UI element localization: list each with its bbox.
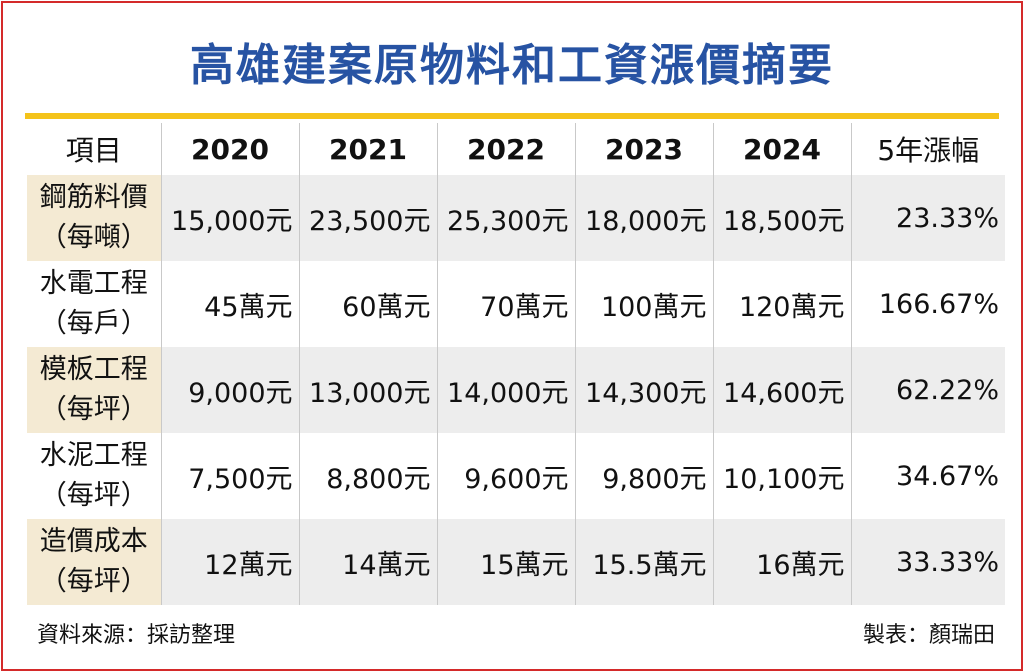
header-2024: 2024 [712,123,851,175]
row-item-name: 鋼筋料價 [39,182,148,213]
growth-cell: 33.33% [850,519,1005,605]
header-2021: 2021 [298,123,437,175]
row-item-name: 模板工程 [39,354,148,385]
growth-cell: 23.33% [850,175,1005,261]
chart-title: 高雄建案原物料和工資漲價摘要 [190,40,834,91]
row-item-name: 水電工程 [39,268,148,299]
header-item: 項目 [65,134,122,167]
table-row: 鋼筋料價 （每噸） 15,000元 23,500元 25,300元 18,000… [27,175,1005,261]
table-cell: 23,500元 [298,175,437,261]
growth-cell: 62.22% [850,347,1005,433]
row-item-unit: （每坪） [39,566,148,597]
credit-note: 製表：顏瑞田 [862,623,995,648]
table-cell: 10,100元 [712,433,851,519]
table-row: 水泥工程 （每坪） 7,500元 8,800元 9,600元 9,800元 10… [27,433,1005,519]
table-cell: 14,000元 [436,347,575,433]
table-cell: 13,000元 [298,347,437,433]
row-label: 水泥工程 （每坪） [27,433,161,519]
table-cell: 25,300元 [436,175,575,261]
header-2023: 2023 [574,123,713,175]
table-cell: 14,600元 [712,347,851,433]
row-item-name: 造價成本 [39,526,148,557]
table-row: 水電工程 （每戶） 45萬元 60萬元 70萬元 100萬元 120萬元 166… [27,261,1005,347]
table-cell: 60萬元 [298,261,437,347]
header-2022: 2022 [436,123,575,175]
table-row: 模板工程 （每坪） 9,000元 13,000元 14,000元 14,300元… [27,347,1005,433]
row-item-name: 水泥工程 [39,440,148,471]
table-cell: 14萬元 [298,519,437,605]
source-note: 資料來源：採訪整理 [37,623,236,648]
table-cell: 15.5萬元 [574,519,713,605]
growth-cell: 34.67% [850,433,1005,519]
row-item-unit: （每戶） [39,308,148,339]
header-2020: 2020 [160,123,299,175]
header-row: 項目 2020 2021 2022 2023 2024 5年漲幅 [27,123,1005,175]
table-cell: 70萬元 [436,261,575,347]
table-cell: 15,000元 [160,175,299,261]
row-label: 模板工程 （每坪） [27,347,161,433]
row-item-unit: （每噸） [39,222,148,253]
row-label: 水電工程 （每戶） [27,261,161,347]
row-label: 造價成本 （每坪） [27,519,161,605]
price-summary-table: 項目 2020 2021 2022 2023 2024 5年漲幅 鋼筋料價 （每… [27,123,1005,605]
table-cell: 12萬元 [160,519,299,605]
growth-cell: 166.67% [850,261,1005,347]
table-cell: 8,800元 [298,433,437,519]
table-cell: 9,000元 [160,347,299,433]
row-item-unit: （每坪） [39,394,148,425]
title-underline [25,113,999,119]
table-cell: 9,600元 [436,433,575,519]
header-5yr-growth: 5年漲幅 [850,123,1005,175]
table-cell: 14,300元 [574,347,713,433]
table-row: 造價成本 （每坪） 12萬元 14萬元 15萬元 15.5萬元 16萬元 33.… [27,519,1005,605]
table-cell: 16萬元 [712,519,851,605]
table-cell: 7,500元 [160,433,299,519]
table-cell: 9,800元 [574,433,713,519]
row-item-unit: （每坪） [39,480,148,511]
table-cell: 18,000元 [574,175,713,261]
table-cell: 18,500元 [712,175,851,261]
table-cell: 15萬元 [436,519,575,605]
table-cell: 100萬元 [574,261,713,347]
table-cell: 45萬元 [160,261,299,347]
table-cell: 120萬元 [712,261,851,347]
row-label: 鋼筋料價 （每噸） [27,175,161,261]
